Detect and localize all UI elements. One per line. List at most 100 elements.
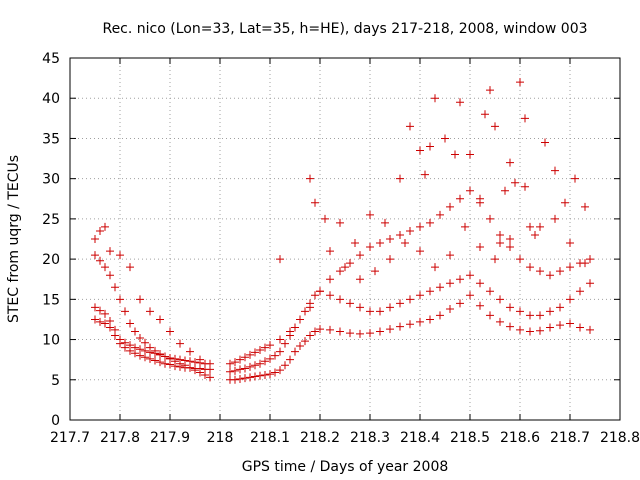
data-point [351, 239, 359, 248]
data-point [516, 255, 524, 264]
data-point [341, 263, 349, 272]
data-point [506, 243, 514, 252]
data-point [291, 347, 299, 356]
data-point [426, 142, 434, 151]
data-point [176, 339, 184, 348]
data-point [441, 134, 449, 143]
data-point [521, 182, 529, 191]
data-point [111, 325, 119, 334]
y-tick-label: 5 [51, 373, 60, 389]
data-point [436, 311, 444, 320]
data-point [311, 327, 319, 336]
data-point [536, 267, 544, 276]
data-point [496, 317, 504, 326]
data-point [156, 358, 164, 367]
data-point [356, 251, 364, 260]
x-tick-label: 218.1 [250, 430, 290, 446]
data-point [416, 146, 424, 155]
data-point [586, 279, 594, 288]
y-tick-label: 25 [42, 212, 60, 228]
data-point [426, 315, 434, 324]
data-point [336, 218, 344, 227]
data-point [326, 325, 334, 334]
data-point [226, 367, 234, 376]
data-point [456, 299, 464, 308]
data-point [426, 218, 434, 227]
data-point [106, 247, 114, 256]
data-point [241, 374, 249, 383]
x-tick-label: 218.4 [400, 430, 440, 446]
data-point [316, 325, 324, 334]
data-point [256, 346, 264, 355]
data-point [91, 251, 99, 260]
data-point [346, 329, 354, 338]
data-point [476, 279, 484, 288]
data-point [96, 256, 104, 265]
data-point [581, 259, 589, 268]
x-tick-label: 218.6 [500, 430, 540, 446]
data-point [376, 327, 384, 336]
data-point [371, 267, 379, 276]
data-point [251, 348, 259, 357]
data-point [486, 287, 494, 296]
data-point [116, 335, 124, 344]
data-point [366, 243, 374, 252]
data-point [101, 222, 109, 231]
data-point [491, 255, 499, 264]
data-point [396, 322, 404, 331]
data-point [91, 315, 99, 324]
data-point [476, 243, 484, 252]
data-point [516, 325, 524, 334]
data-point [416, 291, 424, 300]
data-point [571, 174, 579, 183]
x-tick-label: 218.7 [550, 430, 590, 446]
data-point [151, 356, 159, 365]
y-tick-label: 35 [42, 131, 60, 147]
data-point [386, 255, 394, 264]
data-point [336, 267, 344, 276]
data-point [381, 218, 389, 227]
data-point [551, 166, 559, 175]
data-point [461, 222, 469, 231]
data-point [301, 337, 309, 346]
data-point [406, 226, 414, 235]
data-point [146, 307, 154, 316]
data-point [196, 368, 204, 377]
data-point [376, 307, 384, 316]
data-point [171, 357, 179, 366]
data-point [446, 251, 454, 260]
data-point [151, 346, 159, 355]
data-point [386, 325, 394, 334]
data-point [166, 327, 174, 336]
data-point [286, 327, 294, 336]
data-point [476, 194, 484, 203]
data-point [436, 283, 444, 292]
data-point [121, 307, 129, 316]
data-point [296, 341, 304, 350]
data-point [186, 363, 194, 372]
data-point [246, 350, 254, 359]
data-point [586, 255, 594, 264]
data-point [506, 322, 514, 331]
data-point [251, 361, 259, 370]
x-tick-label: 218.2 [300, 430, 340, 446]
data-point [91, 303, 99, 312]
data-point [301, 307, 309, 316]
data-point [336, 327, 344, 336]
data-point [536, 326, 544, 335]
data-point [126, 263, 134, 272]
data-point [101, 309, 109, 318]
data-point [496, 239, 504, 248]
data-point [421, 170, 429, 179]
y-tick-label: 0 [51, 413, 60, 429]
data-point [506, 303, 514, 312]
data-point [321, 214, 329, 223]
data-point [466, 271, 474, 280]
data-point [481, 110, 489, 119]
data-point [306, 174, 314, 183]
data-point [576, 323, 584, 332]
data-point [546, 323, 554, 332]
data-point [131, 327, 139, 336]
data-point [456, 194, 464, 203]
data-point [451, 150, 459, 159]
